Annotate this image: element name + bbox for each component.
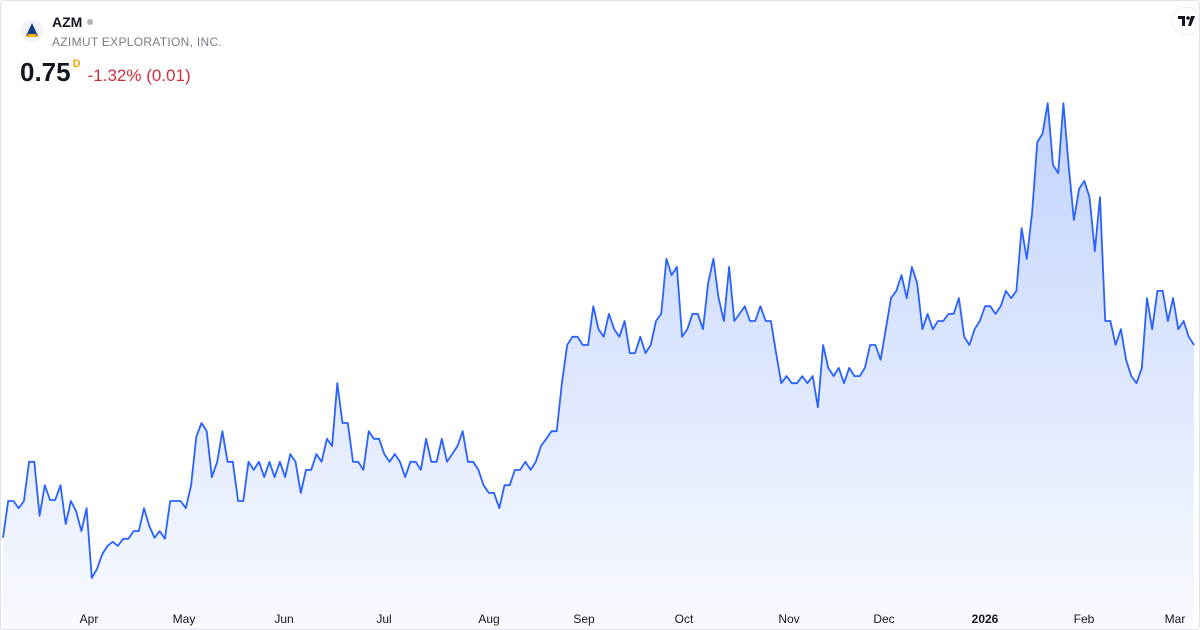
symbol: AZM (52, 14, 82, 30)
x-tick-label: May (173, 612, 196, 626)
price-suffix: D (73, 58, 81, 70)
x-tick-label: Sep (573, 612, 595, 626)
x-tick-label: Jul (376, 612, 391, 626)
x-tick-label: Dec (873, 612, 894, 626)
x-tick-label: Apr (80, 612, 99, 626)
symbol-logo (21, 20, 43, 42)
price-line (2, 102, 1195, 579)
price: 0.75 (20, 57, 71, 87)
x-tick-label: Oct (675, 612, 694, 626)
price-change: -1.32% (0.01) (88, 66, 191, 85)
status-dot (87, 19, 93, 25)
x-tick-label: Mar (1165, 612, 1186, 626)
x-tick-label: Nov (778, 612, 799, 626)
area-fill (3, 103, 1194, 629)
x-tick-label: 2026 (972, 612, 999, 626)
tradingview-logo[interactable] (1171, 6, 1200, 36)
x-tick-label: Aug (478, 612, 499, 626)
company-name: AZIMUT EXPLORATION, INC. (52, 35, 222, 49)
x-tick-label: Feb (1074, 612, 1095, 626)
x-tick-label: Jun (274, 612, 293, 626)
